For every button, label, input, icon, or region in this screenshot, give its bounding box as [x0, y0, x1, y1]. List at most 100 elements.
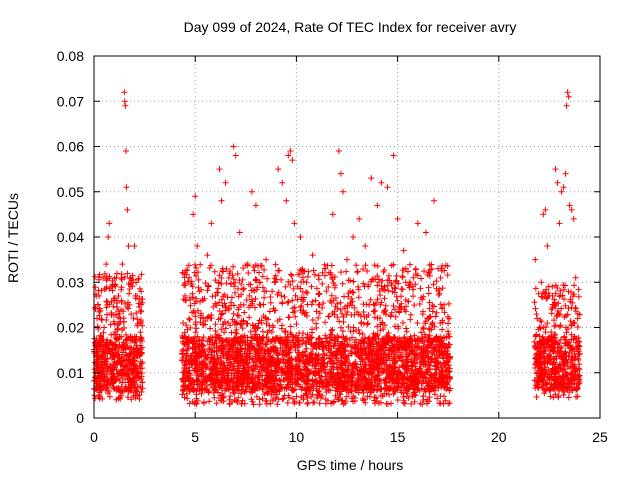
data-point-marker	[311, 271, 318, 278]
data-point-marker	[353, 382, 360, 389]
data-point-marker	[213, 348, 220, 355]
data-point-marker	[235, 365, 242, 372]
data-point-marker	[283, 344, 290, 351]
data-point-marker	[336, 348, 343, 355]
data-point-marker	[251, 304, 258, 311]
data-point-marker	[284, 365, 291, 372]
data-point-marker	[381, 267, 388, 274]
y-tick-label: 0.05	[57, 184, 84, 200]
data-point-marker	[95, 342, 102, 349]
data-point-marker	[186, 388, 193, 395]
data-point-marker	[268, 391, 275, 398]
data-point-marker	[568, 345, 575, 352]
data-point-marker	[437, 274, 444, 281]
data-point-marker	[322, 396, 329, 403]
data-point-marker	[371, 314, 378, 321]
data-point-marker	[113, 270, 120, 277]
data-point-marker	[183, 322, 190, 329]
data-point-marker	[327, 375, 334, 382]
data-point-marker	[116, 310, 123, 317]
data-point-marker	[331, 398, 338, 405]
data-point-marker	[362, 382, 369, 389]
data-point-marker	[411, 385, 418, 392]
data-point-marker	[425, 290, 432, 297]
data-point-marker	[207, 325, 214, 332]
data-point-marker	[431, 387, 438, 394]
data-point-marker	[253, 393, 260, 400]
data-point-marker	[110, 378, 117, 385]
data-point-marker	[396, 309, 403, 316]
data-point-marker	[209, 345, 216, 352]
data-point-marker	[531, 338, 538, 345]
data-point-marker	[279, 300, 286, 307]
data-point-marker	[365, 281, 372, 288]
data-point-marker	[436, 290, 443, 297]
data-point-marker	[317, 361, 324, 368]
data-point-marker	[400, 393, 407, 400]
data-point-marker	[115, 293, 122, 300]
data-point-marker	[275, 396, 282, 403]
data-point-marker	[568, 206, 575, 213]
data-point-marker	[228, 376, 235, 383]
data-point-marker	[377, 360, 384, 367]
data-point-marker	[320, 355, 327, 362]
data-point-marker	[554, 376, 561, 383]
data-point-marker	[441, 301, 448, 308]
data-point-marker	[209, 377, 216, 384]
data-point-marker	[343, 393, 350, 400]
data-point-marker	[548, 333, 555, 340]
data-point-marker	[192, 193, 199, 200]
data-point-marker	[568, 322, 575, 329]
data-point-marker	[420, 397, 427, 404]
data-point-marker	[407, 261, 414, 268]
data-point-marker	[407, 311, 414, 318]
data-point-marker	[372, 351, 379, 358]
data-point-marker	[276, 376, 283, 383]
data-point-marker	[223, 265, 230, 272]
data-point-marker	[343, 367, 350, 374]
data-point-marker	[278, 292, 285, 299]
data-point-marker	[309, 298, 316, 305]
data-point-marker	[568, 304, 575, 311]
data-point-marker	[196, 385, 203, 392]
data-point-marker	[560, 391, 567, 398]
data-point-marker	[322, 335, 329, 342]
data-point-marker	[562, 170, 569, 177]
y-axis-label: ROTI / TECUs	[5, 193, 21, 283]
data-point-marker	[115, 395, 122, 402]
data-point-marker	[423, 344, 430, 351]
data-point-marker	[536, 351, 543, 358]
data-point-marker	[118, 276, 125, 283]
data-point-marker	[113, 336, 120, 343]
data-point-marker	[219, 338, 226, 345]
data-point-marker	[426, 314, 433, 321]
data-point-marker	[270, 348, 277, 355]
data-point-marker	[322, 319, 329, 326]
data-point-marker	[386, 334, 393, 341]
data-point-marker	[550, 356, 557, 363]
data-point-marker	[416, 301, 423, 308]
data-point-marker	[561, 296, 568, 303]
data-point-marker	[289, 277, 296, 284]
data-point-marker	[553, 313, 560, 320]
data-point-marker	[364, 369, 371, 376]
data-point-marker	[270, 356, 277, 363]
data-point-marker	[308, 393, 315, 400]
data-point-marker	[440, 376, 447, 383]
data-point-marker	[571, 368, 578, 375]
data-point-marker	[355, 327, 362, 334]
data-point-marker	[300, 307, 307, 314]
data-points	[91, 89, 583, 408]
data-point-marker	[298, 302, 305, 309]
data-point-marker	[252, 276, 259, 283]
data-point-marker	[433, 358, 440, 365]
data-point-marker	[297, 234, 304, 240]
data-point-marker	[364, 354, 371, 361]
data-point-marker	[575, 293, 582, 300]
data-point-marker	[560, 282, 567, 289]
data-point-marker	[297, 285, 304, 292]
data-point-marker	[377, 327, 384, 334]
data-point-marker	[428, 384, 435, 391]
data-point-marker	[220, 367, 227, 374]
data-point-marker	[264, 384, 271, 391]
